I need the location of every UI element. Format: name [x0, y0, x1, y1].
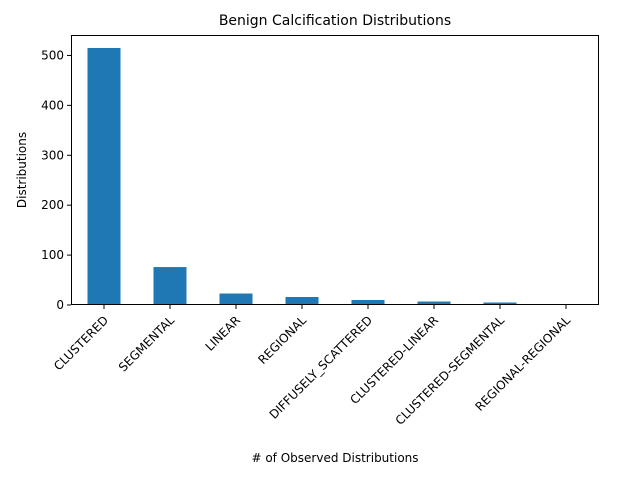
bar-segmental	[153, 267, 187, 305]
bar-clustered	[87, 47, 121, 305]
bar-clustered-segmental	[483, 302, 517, 305]
y-axis-label: Distributions	[15, 132, 29, 208]
y-tick-label: 0	[56, 298, 64, 312]
plot-frame	[71, 35, 599, 305]
bar-linear	[219, 293, 253, 305]
x-tick-label: REGIONAL	[255, 313, 309, 367]
bar-diffusely_scattered	[351, 300, 385, 305]
bar-regional	[285, 297, 319, 305]
y-tick-label: 100	[41, 248, 64, 262]
chart-title: Benign Calcification Distributions	[219, 13, 451, 29]
x-tick-label: CLUSTERED	[51, 313, 111, 373]
x-axis-label: # of Observed Distributions	[251, 451, 418, 465]
x-tick-label: SEGMENTAL	[116, 313, 178, 375]
x-axis-ticks: CLUSTERED SEGMENTAL LINEAR REGIONALDIFFUSEL…	[51, 305, 573, 428]
x-tick-label: LINEAR	[203, 313, 244, 354]
bars-group	[87, 47, 583, 305]
y-tick-label: 200	[41, 198, 64, 212]
y-axis-ticks: 0 100 200 300 400 500	[41, 48, 71, 312]
y-tick-label: 400	[41, 98, 64, 112]
bar-clustered-linear	[417, 301, 451, 305]
y-tick-label: 500	[41, 48, 64, 62]
y-tick-label: 300	[41, 148, 64, 162]
x-tick-label: CLUSTERED-SEGMENTAL	[393, 313, 508, 428]
